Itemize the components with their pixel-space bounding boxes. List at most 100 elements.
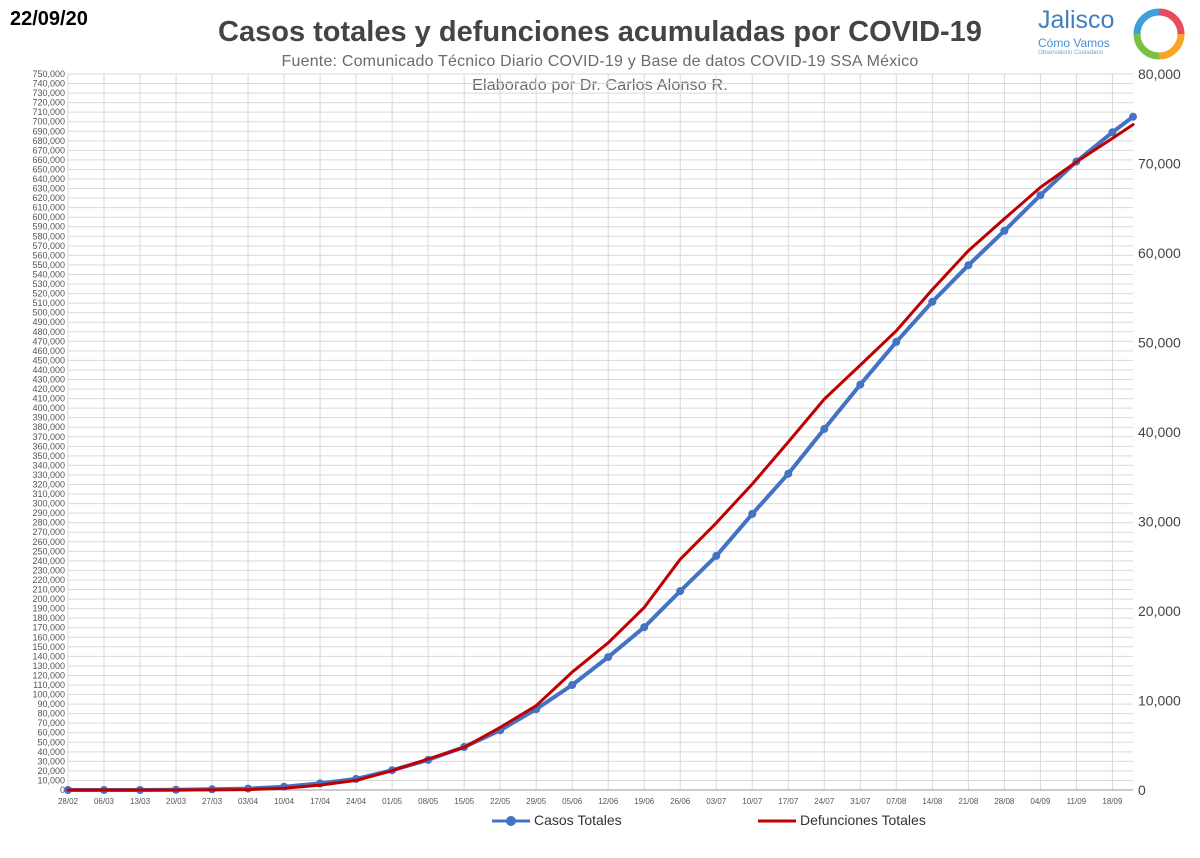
jalisco-como-vamos-logo: Jalisco Cómo Vamos Observatorio Ciudadan… [1030, 4, 1200, 64]
data-point-cases [568, 681, 577, 689]
data-point-cases [820, 424, 829, 433]
y-left-tick-label: 130,000 [32, 661, 65, 671]
data-point-cases [1036, 191, 1045, 200]
series-lines [64, 112, 1137, 794]
x-tick-label: 10/07 [742, 797, 763, 806]
x-tick-label: 12/06 [598, 797, 619, 806]
y-left-tick-label: 510,000 [32, 298, 65, 308]
x-tick-label: 24/07 [814, 797, 835, 806]
y-left-tick-label: 520,000 [32, 289, 65, 299]
y-left-tick-label: 290,000 [32, 508, 65, 518]
y-left-tick-label: 230,000 [32, 565, 65, 575]
x-tick-label: 21/08 [958, 797, 979, 806]
data-point-cases [784, 469, 793, 478]
y-right-tick-label: 50,000 [1138, 335, 1181, 351]
y-left-tick-label: 140,000 [32, 651, 65, 661]
y-left-tick-label: 720,000 [32, 98, 65, 108]
y-left-tick-label: 350,000 [32, 451, 65, 461]
y-left-tick-label: 220,000 [32, 575, 65, 585]
y-left-tick-label: 700,000 [32, 117, 65, 127]
y-left-tick-label: 200,000 [32, 594, 65, 604]
x-tick-label: 14/08 [922, 797, 943, 806]
y-left-tick-label: 400,000 [32, 403, 65, 413]
y-left-tick-label: 670,000 [32, 145, 65, 155]
y-left-tick-label: 240,000 [32, 556, 65, 566]
y-right-tick-label: 10,000 [1138, 693, 1181, 709]
y-left-tick-label: 70,000 [37, 718, 65, 728]
x-tick-label: 17/07 [778, 797, 799, 806]
legend-cases-marker [492, 816, 530, 827]
y-left-tick-label: 690,000 [32, 126, 65, 136]
logo-name: Jalisco [1038, 6, 1115, 34]
y-left-tick-label: 90,000 [37, 699, 65, 709]
y-left-tick-label: 80,000 [37, 709, 65, 719]
x-tick-label: 11/09 [1067, 797, 1087, 806]
y-left-tick-label: 100,000 [32, 690, 65, 700]
y-left-tick-label: 540,000 [32, 269, 65, 279]
x-axis: 28/02 06/03 13/03 20/03 27/03 03/04 10/04 17/04… [58, 789, 1133, 806]
y-left-tick-label: 410,000 [32, 394, 65, 404]
legend-deaths-marker [758, 819, 796, 823]
y-left-tick-label: 10,000 [37, 775, 65, 785]
y-left-tick-label: 170,000 [32, 623, 65, 633]
chart-subtitle-source: Fuente: Comunicado Técnico Diario COVID-… [281, 53, 919, 70]
y-left-tick-label: 650,000 [32, 164, 65, 174]
y-left-tick-label: 500,000 [32, 308, 65, 318]
legend-item-cases: Casos Totales [492, 812, 622, 828]
x-tick-label: 22/05 [490, 797, 511, 806]
legend-deaths-label: Defunciones Totales [800, 812, 926, 828]
x-tick-label: 05/06 [562, 797, 583, 806]
legend-cases-label: Casos Totales [534, 812, 622, 828]
y-left-tick-label: 610,000 [32, 203, 65, 213]
grid-lines [67, 73, 1133, 791]
x-tick-label: 03/07 [706, 797, 727, 806]
x-tick-label: 19/06 [634, 797, 655, 806]
y-left-tick-label: 120,000 [32, 670, 65, 680]
x-tick-label: 17/04 [310, 797, 331, 806]
data-point-cases [676, 587, 685, 596]
y-left-tick-label: 640,000 [32, 174, 65, 184]
y-left-tick-label: 30,000 [37, 756, 65, 766]
y-left-tick-label: 450,000 [32, 355, 65, 365]
x-tick-label: 26/06 [670, 797, 691, 806]
y-left-tick-label: 210,000 [32, 585, 65, 595]
y-left-tick-label: 470,000 [32, 336, 65, 346]
y-left-tick-label: 0 [60, 785, 65, 795]
data-point-cases [856, 380, 865, 389]
y-left-tick-label: 60,000 [37, 728, 65, 738]
y-left-tick-label: 300,000 [32, 499, 65, 509]
y-left-tick-label: 320,000 [32, 480, 65, 490]
y-left-tick-label: 330,000 [32, 470, 65, 480]
x-tick-label: 28/08 [994, 797, 1015, 806]
data-point-cases [892, 337, 901, 346]
x-tick-label: 29/05 [526, 797, 547, 806]
y-left-tick-label: 340,000 [32, 460, 65, 470]
y-left-tick-label: 560,000 [32, 250, 65, 260]
y-right-tick-label: 80,000 [1138, 66, 1181, 82]
y-left-tick-label: 580,000 [32, 231, 65, 241]
y-left-tick-label: 180,000 [32, 613, 65, 623]
data-point-cases [1108, 128, 1117, 137]
y-left-tick-label: 550,000 [32, 260, 65, 270]
x-tick-label: 03/04 [238, 797, 259, 806]
y-left-tick-label: 110,000 [33, 680, 65, 690]
logo-tagline: Cómo Vamos [1038, 36, 1110, 50]
x-tick-label: 20/03 [166, 797, 187, 806]
y-left-tick-label: 570,000 [32, 241, 65, 251]
x-tick-label: 15/05 [454, 797, 475, 806]
left-y-axis: 010,00020,00030,00040,00050,00060,00070,… [32, 69, 65, 795]
x-tick-label: 27/03 [202, 797, 223, 806]
y-left-tick-label: 750,000 [32, 69, 65, 79]
y-left-tick-label: 730,000 [32, 88, 65, 98]
y-right-tick-label: 60,000 [1138, 245, 1181, 261]
y-left-tick-label: 360,000 [32, 441, 65, 451]
y-left-tick-label: 680,000 [32, 136, 65, 146]
y-left-tick-label: 260,000 [32, 537, 65, 547]
date-stamp: 22/09/20 [10, 8, 88, 30]
y-left-tick-label: 370,000 [32, 432, 65, 442]
data-point-cases [964, 261, 973, 270]
x-tick-label: 10/04 [274, 797, 295, 806]
data-point-cases [748, 509, 757, 518]
x-tick-label: 07/08 [886, 797, 907, 806]
y-left-tick-label: 310,000 [32, 489, 65, 499]
